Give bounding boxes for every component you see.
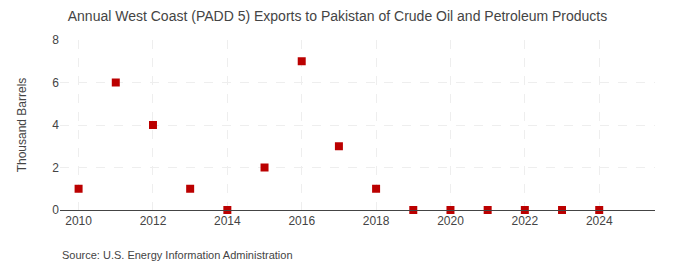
svg-text:Source: U.S. Energy Informatio: Source: U.S. Energy Information Administ… bbox=[62, 249, 293, 261]
svg-text:Thousand Barrels: Thousand Barrels bbox=[15, 78, 29, 173]
svg-text:2018: 2018 bbox=[363, 214, 390, 228]
svg-text:2010: 2010 bbox=[65, 214, 92, 228]
svg-text:2020: 2020 bbox=[437, 214, 464, 228]
svg-text:Annual West Coast (PADD 5) Exp: Annual West Coast (PADD 5) Exports to Pa… bbox=[68, 8, 608, 24]
svg-text:8: 8 bbox=[52, 33, 59, 47]
svg-text:6: 6 bbox=[52, 76, 59, 90]
svg-text:2022: 2022 bbox=[511, 214, 538, 228]
svg-text:4: 4 bbox=[52, 118, 59, 132]
svg-text:2016: 2016 bbox=[288, 214, 315, 228]
svg-text:2012: 2012 bbox=[140, 214, 167, 228]
svg-text:2024: 2024 bbox=[586, 214, 613, 228]
svg-text:2: 2 bbox=[52, 161, 59, 175]
svg-text:0: 0 bbox=[52, 203, 59, 217]
svg-text:2014: 2014 bbox=[214, 214, 241, 228]
